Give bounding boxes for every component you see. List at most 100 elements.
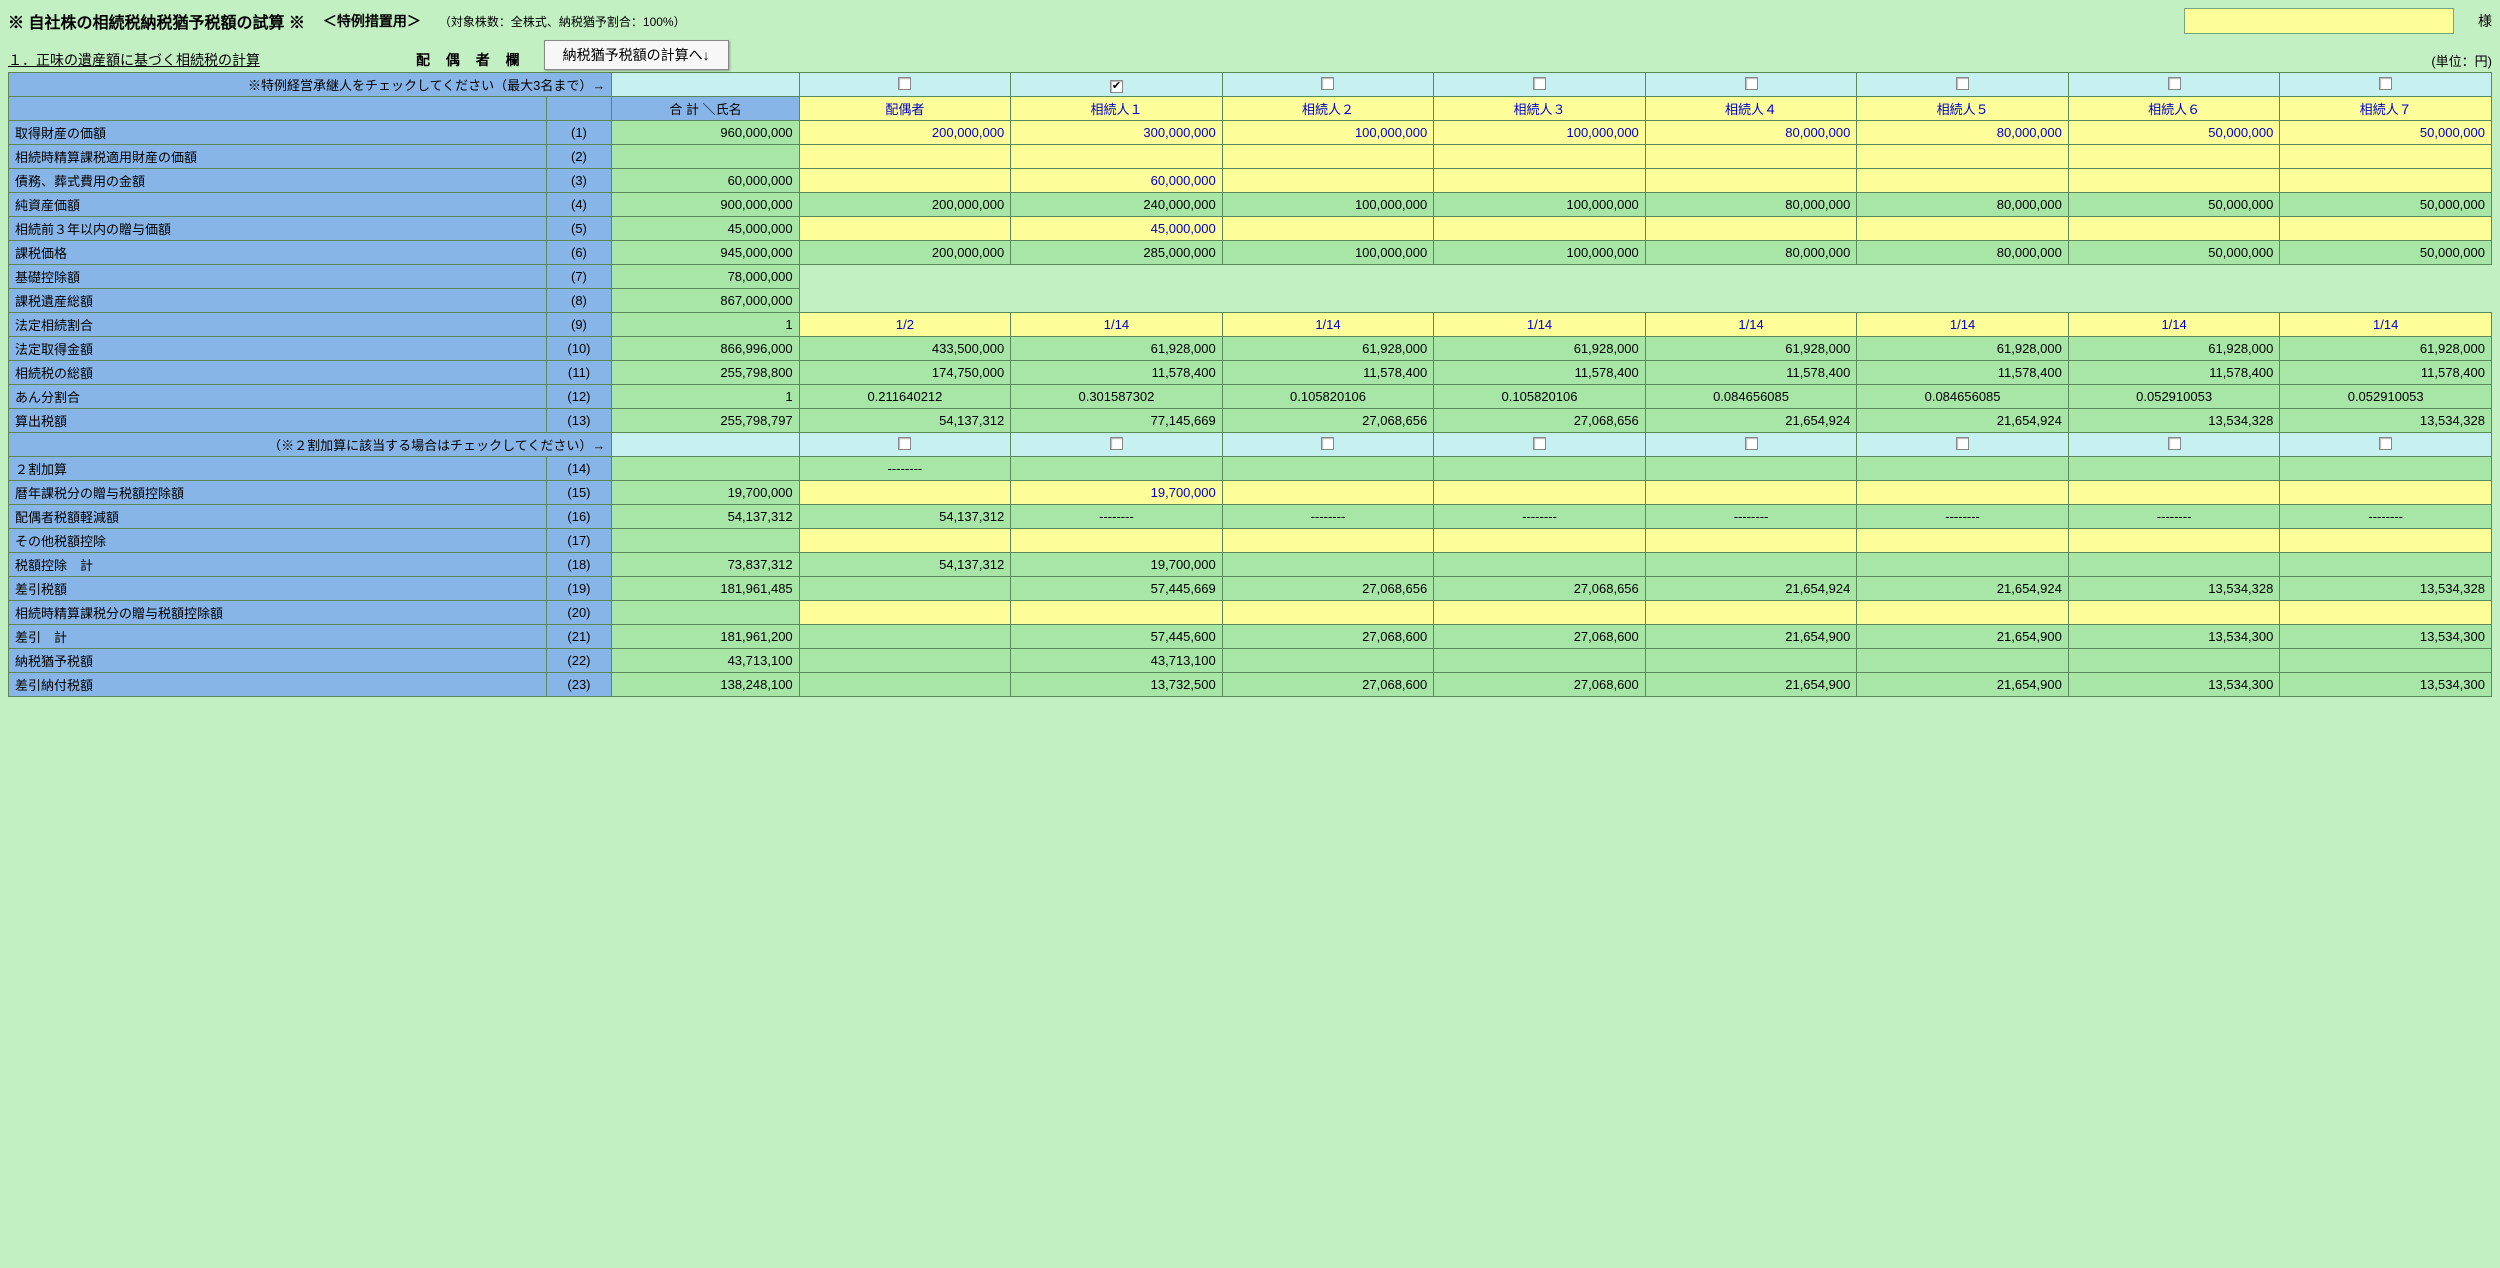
cell-value[interactable] [1222,529,1434,553]
row-label: 差引税額 [9,577,547,601]
checkbox[interactable] [2379,437,2392,450]
cell-value [2280,457,2492,481]
cell-value[interactable] [799,481,1011,505]
checkbox[interactable] [898,437,911,450]
cell-value[interactable] [2280,145,2492,169]
checkbox[interactable] [1533,77,1546,90]
checkbox[interactable] [1321,437,1334,450]
cell-value[interactable] [799,217,1011,241]
row-number: (1) [546,121,612,145]
cell-value[interactable] [1857,601,2069,625]
goto-calculation-button[interactable]: 納税猶予税額の計算へ↓ [544,40,729,70]
cell-value [2068,649,2280,673]
cell-value[interactable] [1434,145,1646,169]
row-total [612,529,799,553]
cell-value[interactable]: 200,000,000 [799,121,1011,145]
cell-value[interactable] [1857,145,2069,169]
checkbox[interactable] [1321,77,1334,90]
cell-value[interactable] [2280,529,2492,553]
cell-value[interactable] [1222,169,1434,193]
cell-value[interactable]: 100,000,000 [1434,121,1646,145]
checkbox[interactable] [1956,437,1969,450]
checkbox[interactable] [2379,77,2392,90]
cell-value[interactable]: 50,000,000 [2068,121,2280,145]
customer-name-input[interactable] [2184,8,2454,34]
cell-value[interactable] [1222,145,1434,169]
cell-value[interactable]: 80,000,000 [1857,121,2069,145]
cell-value[interactable]: 1/14 [1645,313,1857,337]
cell-value[interactable]: 1/14 [2068,313,2280,337]
cell-value[interactable] [1434,481,1646,505]
cell-value[interactable] [2068,169,2280,193]
cell-value[interactable] [1857,169,2069,193]
checkbox[interactable] [1745,437,1758,450]
cell-value[interactable] [1645,145,1857,169]
cell-value[interactable] [1857,217,2069,241]
cell-value[interactable]: 1/14 [1857,313,2069,337]
cell-value[interactable] [1645,529,1857,553]
cell-value [2068,457,2280,481]
checkbox[interactable] [898,77,911,90]
cell-value: -------- [1222,505,1434,529]
checkbox[interactable]: ✔ [1110,80,1123,93]
cell-value[interactable] [1434,169,1646,193]
cell-value[interactable] [799,601,1011,625]
cell-value[interactable] [2280,481,2492,505]
cell-value: 61,928,000 [1011,337,1223,361]
cell-value[interactable] [1011,529,1223,553]
cell-value: 13,534,328 [2280,409,2492,433]
cell-value[interactable]: 45,000,000 [1011,217,1223,241]
cell-value: 80,000,000 [1857,241,2069,265]
cell-value[interactable] [2280,601,2492,625]
cell-value[interactable] [2068,601,2280,625]
checkbox[interactable] [1110,437,1123,450]
cell-value[interactable] [2068,145,2280,169]
cell-value[interactable] [799,169,1011,193]
cell-value[interactable] [1011,145,1223,169]
cell-value[interactable] [1645,169,1857,193]
checkbox[interactable] [1956,77,1969,90]
cell-value[interactable]: 1/14 [1222,313,1434,337]
cell-value[interactable] [1857,481,2069,505]
cell-value[interactable]: 80,000,000 [1645,121,1857,145]
cell-value[interactable] [799,145,1011,169]
cell-value[interactable] [1434,601,1646,625]
cell-value[interactable] [1645,481,1857,505]
checkbox[interactable] [1745,77,1758,90]
cell-value[interactable]: 1/14 [1434,313,1646,337]
cell-value[interactable] [2280,169,2492,193]
cell-value[interactable] [1645,217,1857,241]
cell-value[interactable]: 100,000,000 [1222,121,1434,145]
cell-value: 54,137,312 [799,553,1011,577]
cell-value[interactable]: 19,700,000 [1011,481,1223,505]
row-label: 納税猶予税額 [9,649,547,673]
cell-value[interactable] [2068,217,2280,241]
cell-value[interactable]: 1/14 [1011,313,1223,337]
cell-value: -------- [1645,505,1857,529]
checkbox[interactable] [2168,437,2181,450]
cell-value: 80,000,000 [1857,193,2069,217]
cell-value[interactable] [2280,217,2492,241]
cell-value[interactable] [799,529,1011,553]
cell-value[interactable] [1222,601,1434,625]
cell-value[interactable] [1222,481,1434,505]
spouse-column-label: 配 偶 者 欄 [416,50,526,70]
cell-value: 61,928,000 [2068,337,2280,361]
cell-value[interactable] [2068,529,2280,553]
cell-value: 50,000,000 [2280,193,2492,217]
cell-value[interactable] [1857,529,2069,553]
cell-value[interactable] [1222,217,1434,241]
cell-value[interactable]: 50,000,000 [2280,121,2492,145]
cell-value[interactable] [2068,481,2280,505]
cell-value[interactable] [1645,601,1857,625]
cell-value[interactable]: 60,000,000 [1011,169,1223,193]
checkbox[interactable] [1533,437,1546,450]
checkbox[interactable] [2168,77,2181,90]
cell-value[interactable] [1011,601,1223,625]
cell-value[interactable]: 1/14 [2280,313,2492,337]
row-number: (21) [546,625,612,649]
cell-value[interactable]: 300,000,000 [1011,121,1223,145]
cell-value[interactable] [1434,529,1646,553]
cell-value[interactable]: 1/2 [799,313,1011,337]
cell-value[interactable] [1434,217,1646,241]
